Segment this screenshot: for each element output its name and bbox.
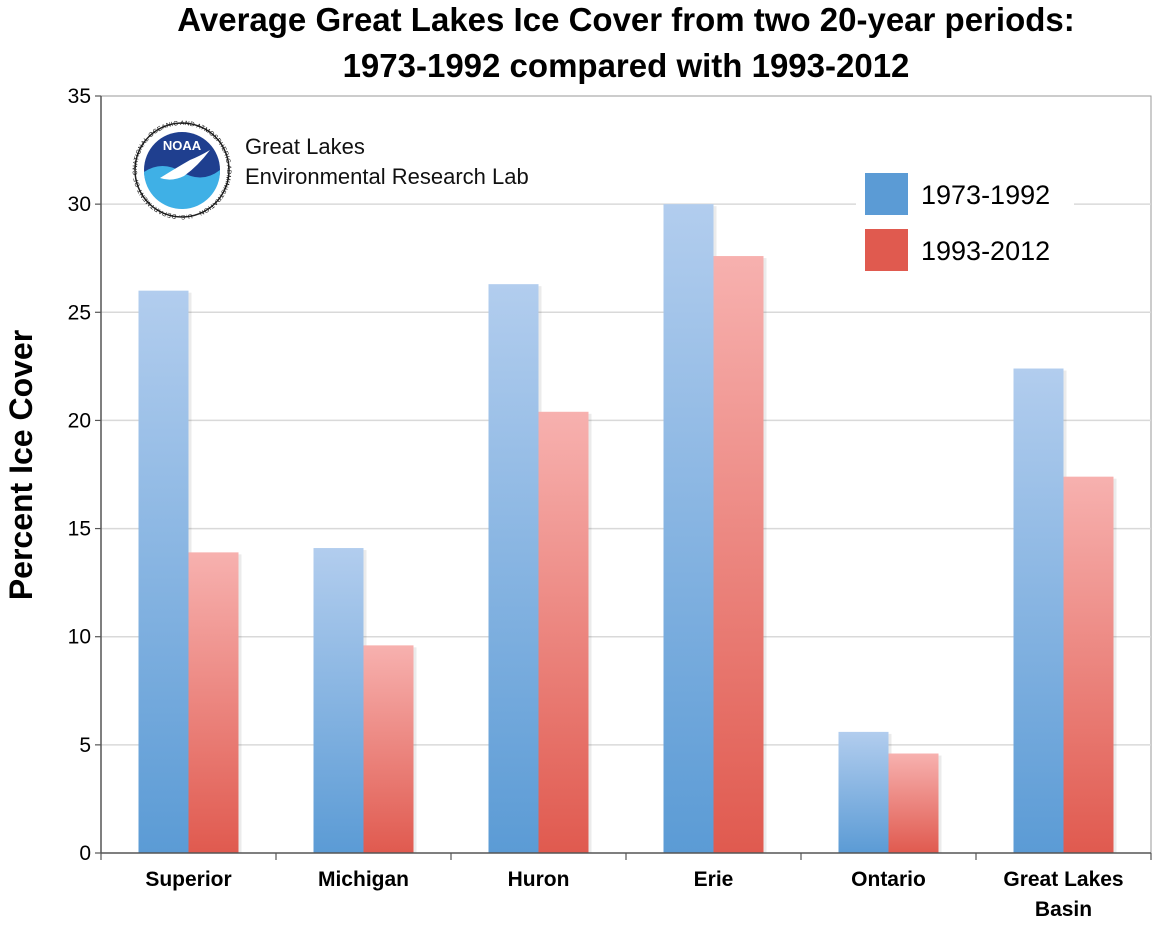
bar-1993-2012-michigan: [363, 645, 414, 853]
bar-1993-2012-superior: [188, 552, 239, 853]
legend-label-series-2: 1993-2012: [921, 236, 1050, 266]
org-name-line-2: Environmental Research Lab: [245, 164, 529, 189]
x-category-label: Michigan: [318, 868, 409, 891]
y-axis-label: Percent Ice Cover: [3, 330, 39, 600]
y-tick-label: 25: [68, 301, 91, 324]
org-name-line-1: Great Lakes: [245, 134, 365, 159]
y-tick-label: 35: [68, 85, 91, 108]
x-category-labels: Superior Michigan Huron Erie Ontario Great La…: [145, 868, 1123, 921]
x-category-label: Erie: [694, 868, 734, 891]
bar-1973-1992-superior: [138, 290, 189, 854]
chart-title-line-2: 1973-1992 compared with 1993-2012: [343, 47, 910, 84]
bar-1993-2012-ontario: [888, 753, 939, 853]
y-tick-label: 5: [79, 734, 91, 757]
y-tick-label: 0: [79, 842, 91, 865]
legend: 1973-1992 1993-2012: [856, 165, 1074, 290]
y-tick-labels: 0 5 10 15 20 25 30 35: [68, 85, 91, 865]
legend-label-series-1: 1973-1992: [921, 180, 1050, 210]
bar-1973-1992-ontario: [838, 731, 889, 853]
x-category-label: Great Lakes: [1003, 868, 1123, 891]
x-category-label: Huron: [508, 868, 570, 891]
bar-1973-1992-michigan: [313, 548, 364, 853]
axes: [95, 95, 1152, 860]
noaa-bird-icon: [160, 150, 210, 180]
legend-swatch-series-2: [865, 229, 908, 271]
bars: [138, 204, 1117, 854]
bar-1973-1992-huron: [488, 284, 539, 853]
x-category-label: Basin: [1035, 898, 1092, 921]
bar-1973-1992-great-lakes-basin: [1013, 368, 1064, 853]
y-tick-label: 10: [68, 626, 91, 649]
bar-1993-2012-great-lakes-basin: [1063, 476, 1114, 853]
chart-title-line-1: Average Great Lakes Ice Cover from two 2…: [177, 1, 1074, 38]
bar-1973-1992-erie: [663, 204, 714, 854]
y-tick-label: 15: [68, 518, 91, 541]
x-category-label: Superior: [145, 868, 231, 891]
y-tick-label: 30: [68, 193, 91, 216]
x-category-label: Ontario: [851, 868, 926, 891]
legend-swatch-series-1: [865, 173, 908, 215]
noaa-logo-text: NOAA: [163, 138, 202, 153]
bar-1993-2012-erie: [713, 256, 764, 854]
bar-1993-2012-huron: [538, 411, 589, 853]
y-tick-label: 20: [68, 409, 91, 432]
